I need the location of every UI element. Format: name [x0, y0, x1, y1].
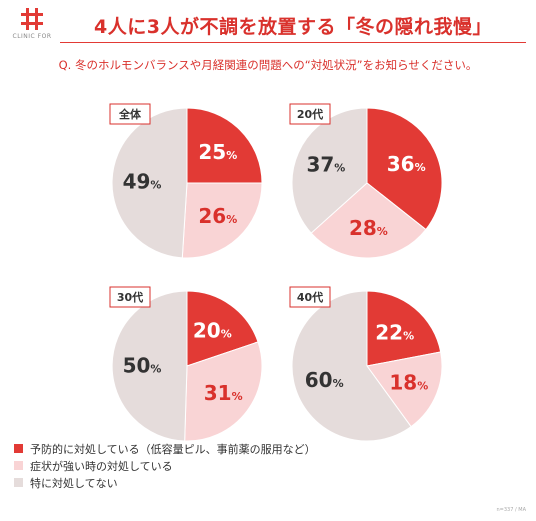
- slice-value-unit: %: [377, 225, 388, 238]
- pie-slice: [291, 107, 368, 234]
- legend-label: 症状が強い時の対処している: [30, 459, 173, 473]
- slice-value-unit: %: [150, 362, 161, 375]
- slice-value-unit: %: [333, 377, 344, 390]
- slice-value-unit: %: [150, 179, 161, 192]
- pie-slice: [111, 107, 188, 259]
- title-divider: [60, 42, 526, 43]
- pie-slice: [291, 290, 412, 442]
- legend-item: 特に対処してない: [14, 474, 316, 491]
- legend-swatch: [14, 461, 23, 470]
- page-title: 4人に3人が不調を放置する「冬の隠れ我慢」: [94, 16, 492, 38]
- pie-slice: [186, 107, 263, 184]
- survey-question: Q. 冬のホルモンバランスや月経関連の問題への“対処状況”をお知らせください。: [58, 58, 478, 72]
- slice-value-label: 22%: [375, 321, 414, 345]
- pie-slice: [186, 290, 259, 367]
- legend-item: 症状が強い時の対処している: [14, 457, 316, 474]
- chart-title: 40代: [297, 290, 323, 304]
- footnote: n=337 / MA: [496, 507, 527, 513]
- pie-slice: [184, 341, 263, 442]
- chart-title-box: [109, 286, 151, 308]
- slice-value-unit: %: [226, 213, 237, 226]
- slice-value-unit: %: [221, 328, 232, 341]
- slice-value-unit: %: [334, 162, 345, 175]
- chart-title: 全体: [118, 107, 142, 121]
- logo: CLINIC FOR: [8, 8, 56, 40]
- pie-slice: [111, 290, 188, 442]
- pie-slice: [310, 182, 427, 259]
- legend-label: 特に対処してない: [30, 476, 118, 490]
- slice-value-unit: %: [417, 380, 428, 393]
- slice-value-unit: %: [415, 161, 426, 174]
- pie-slice: [366, 351, 443, 428]
- slice-value-unit: %: [232, 390, 243, 403]
- legend: 予防的に対処している（低容量ピル、事前薬の服用など） 症状が強い時の対処している…: [14, 440, 316, 491]
- legend-label: 予防的に対処している（低容量ピル、事前薬の服用など）: [30, 442, 316, 456]
- slice-value-unit: %: [403, 330, 414, 343]
- chart-title-box: [289, 103, 331, 125]
- legend-item: 予防的に対処している（低容量ピル、事前薬の服用など）: [14, 440, 316, 457]
- chart-title-box: [109, 103, 151, 125]
- chart-title: 20代: [297, 107, 323, 121]
- logo-name: CLINIC FOR: [12, 33, 52, 40]
- chart-title: 30代: [117, 290, 143, 304]
- legend-swatch: [14, 478, 23, 487]
- slice-value-unit: %: [226, 149, 237, 162]
- pie-slice: [366, 107, 443, 231]
- chart-title-box: [289, 286, 331, 308]
- pie-slice: [366, 290, 442, 367]
- legend-swatch: [14, 444, 23, 453]
- logo-mark: [21, 8, 43, 30]
- pie-slice: [181, 182, 263, 259]
